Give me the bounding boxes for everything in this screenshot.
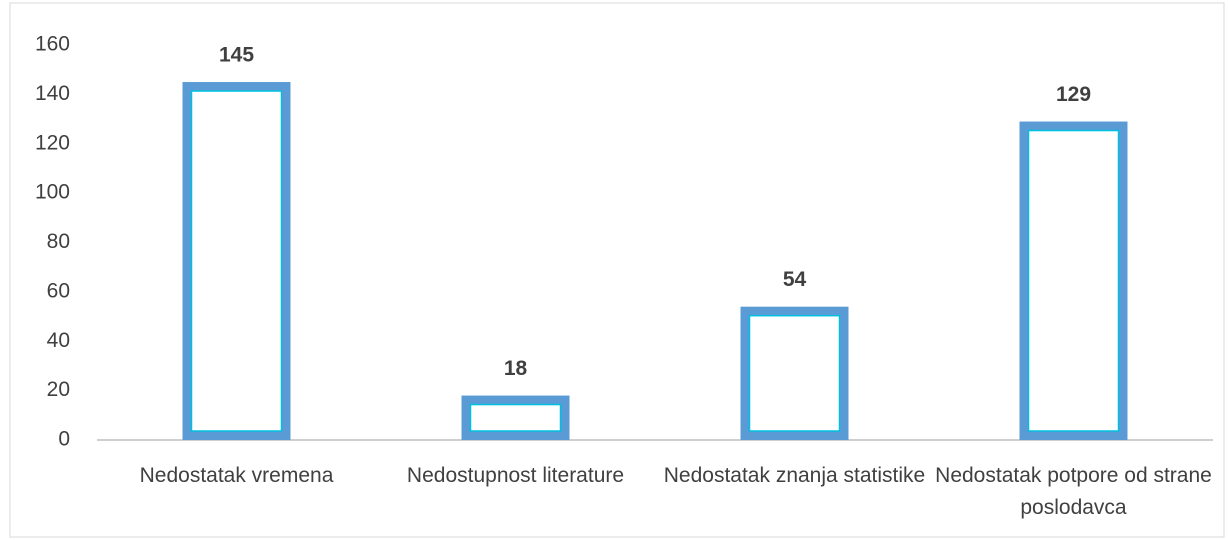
y-tick-label: 80 xyxy=(47,230,70,253)
y-tick-label: 20 xyxy=(47,378,70,401)
data-label: 54 xyxy=(783,268,807,291)
x-tick-label: Nedostupnost literature xyxy=(406,464,625,487)
x-tick-label: Nedostatak vremena xyxy=(139,464,334,487)
data-label: 18 xyxy=(504,357,528,380)
data-label: 129 xyxy=(1056,83,1091,106)
y-tick-label: 60 xyxy=(47,279,70,302)
y-tick-label: 40 xyxy=(47,329,70,352)
x-tick-label: Nedostatak potpore od strane poslodavca xyxy=(935,464,1212,519)
data-label: 145 xyxy=(219,44,254,67)
y-tick-label: 140 xyxy=(35,82,70,105)
bar-inner xyxy=(190,90,283,432)
chart-frame xyxy=(9,2,1225,538)
bar-inner xyxy=(748,314,841,432)
y-tick-label: 0 xyxy=(58,428,70,451)
bar-inner xyxy=(1027,129,1120,432)
x-tick-label: Nedostatak znanja statistike xyxy=(663,464,926,487)
y-tick-label: 100 xyxy=(35,181,70,204)
y-tick-label: 120 xyxy=(35,131,70,154)
bar-inner xyxy=(469,403,562,432)
y-tick-label: 160 xyxy=(35,33,70,56)
